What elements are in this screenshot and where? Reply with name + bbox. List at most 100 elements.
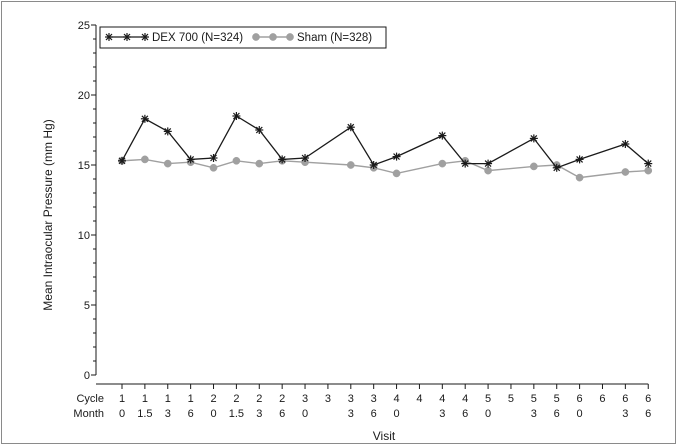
data-point [118, 156, 126, 165]
data-point [369, 161, 378, 169]
data-point [301, 154, 310, 162]
marker-stroke [255, 126, 263, 134]
data-point [575, 155, 584, 164]
data-point [163, 127, 172, 136]
marker-stroke [530, 134, 538, 142]
x-tick-label-cycle: 3 [371, 393, 377, 405]
x-tick-label-cycle: 2 [279, 393, 285, 405]
data-point [529, 134, 538, 143]
marker-stroke [621, 140, 629, 148]
data-point [140, 114, 149, 123]
x-tick-label-month: 6 [462, 408, 468, 420]
x-tick-label-month: 3 [531, 408, 537, 420]
marker-stroke [393, 153, 400, 161]
marker-stroke [232, 112, 240, 120]
x-tick-label-cycle: 3 [325, 393, 331, 405]
data-point [346, 161, 355, 169]
x-tick-label-cycle: 4 [393, 393, 399, 405]
y-tick-label: 15 [78, 160, 90, 172]
x-tick-label-cycle: 4 [439, 393, 445, 405]
x-tick-label-month: 6 [188, 408, 194, 420]
marker-stroke [484, 160, 492, 168]
marker-stroke [347, 123, 355, 131]
x-tick-label-cycle: 5 [508, 393, 514, 405]
x-tick-label-month: 6 [279, 408, 285, 420]
marker-stroke [164, 127, 172, 135]
x-tick-label-month: 0 [302, 408, 308, 420]
marker-stroke [370, 161, 378, 169]
x-tick-label-cycle: 4 [462, 393, 468, 405]
x-tick-label-month: 3 [439, 408, 445, 420]
x-tick-label-cycle: 2 [233, 393, 239, 405]
data-point [621, 140, 630, 148]
x-tick-label-cycle: 5 [531, 393, 537, 405]
x-axis-title: Visit [373, 429, 396, 443]
cycle-row-label: Cycle [76, 393, 104, 405]
series-line [121, 115, 649, 169]
legend-box [99, 26, 387, 49]
legend-label-dex: DEX 700 (N=324) [152, 32, 243, 44]
x-tick-label-cycle: 2 [256, 393, 262, 405]
data-point [255, 159, 264, 168]
x-tick-label-month: 3 [622, 408, 628, 420]
y-tick-label: 10 [78, 230, 90, 242]
data-point [392, 169, 401, 178]
x-tick-label-cycle: 1 [188, 393, 194, 405]
data-point [255, 126, 264, 134]
data-point [644, 159, 653, 168]
x-tick-label-month: 6 [554, 408, 560, 420]
data-point [529, 162, 538, 171]
data-point [232, 156, 241, 165]
x-tick-label-cycle: 2 [210, 393, 216, 405]
x-tick-label-cycle: 1 [165, 393, 171, 405]
x-tick-label-cycle: 5 [554, 393, 560, 405]
marker-stroke [123, 33, 131, 41]
marker-stroke [301, 154, 309, 162]
month-row-label: Month [73, 408, 104, 420]
data-point [141, 155, 149, 164]
x-tick-label-month: 3 [348, 408, 354, 420]
x-tick-label-cycle: 1 [119, 393, 125, 405]
x-tick-label-month: 0 [393, 408, 399, 420]
legend-marker-dex [141, 33, 149, 41]
x-tick-label-cycle: 3 [348, 393, 354, 405]
legend-marker-sham [269, 33, 277, 41]
x-tick-label-month: 3 [165, 408, 171, 420]
marker-stroke [141, 115, 149, 123]
x-tick-label-month: 3 [256, 408, 262, 420]
series-sham [118, 155, 653, 182]
x-tick-label-month: 1.5 [137, 408, 152, 420]
data-point [232, 112, 241, 120]
data-point [209, 154, 218, 162]
marker-stroke [461, 160, 469, 168]
x-tick-label-cycle: 6 [645, 393, 651, 405]
data-point [209, 163, 218, 172]
marker-stroke [553, 164, 561, 172]
marker-stroke [210, 154, 217, 162]
x-tick-label-month: 0 [119, 408, 125, 420]
data-point [575, 173, 584, 182]
x-tick-label-month: 0 [577, 408, 583, 420]
x-tick-label-cycle: 1 [142, 393, 148, 405]
data-point [644, 166, 653, 175]
data-point [552, 163, 561, 172]
y-tick-label: 25 [78, 20, 90, 32]
data-point [163, 159, 172, 168]
marker-stroke [187, 155, 195, 163]
x-tick-label-cycle: 6 [622, 393, 628, 405]
x-tick-label-cycle: 4 [416, 393, 422, 405]
x-tick-label-month: 1.5 [229, 408, 244, 420]
x-tick-label-month: 0 [210, 408, 216, 420]
data-point [186, 155, 195, 164]
marker-stroke [105, 33, 113, 41]
data-point [438, 159, 447, 168]
marker-stroke [438, 132, 446, 140]
y-tick-label: 0 [84, 370, 90, 382]
y-tick-label: 20 [78, 90, 90, 102]
data-point [346, 123, 355, 132]
series-line [121, 158, 649, 179]
data-point [438, 131, 447, 140]
legend-marker-sham [286, 33, 294, 41]
